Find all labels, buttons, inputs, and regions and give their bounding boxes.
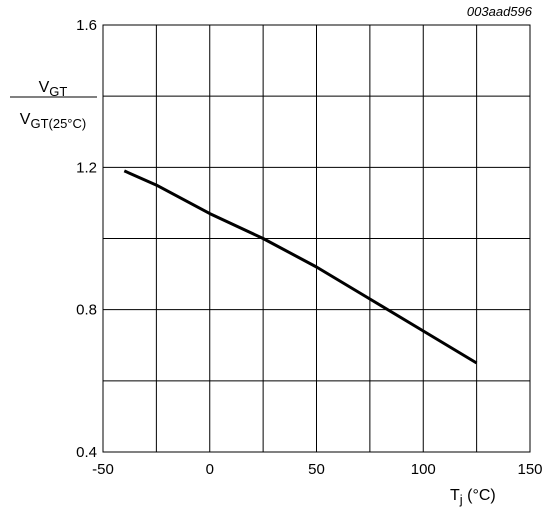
x-tick-label: 50 [308, 461, 325, 478]
svg-text:VGT(25°C): VGT(25°C) [20, 111, 86, 131]
plot-frame [102, 24, 531, 453]
y-tick-label: 1.2 [76, 159, 97, 176]
svg-text:VGT: VGT [39, 79, 68, 99]
y-tick-label: 0.8 [76, 302, 97, 319]
y-tick-label: 1.6 [76, 17, 97, 34]
series-line [123, 169, 478, 365]
series-layer [123, 169, 478, 365]
y-axis-label: VGT VGT(25°C) [10, 79, 97, 131]
x-tick-label: 100 [411, 461, 436, 478]
x-tick-label: 0 [206, 461, 214, 478]
x-tick-labels: -50 0 50 100 150 [92, 461, 542, 478]
y-tick-label: 0.4 [76, 444, 97, 461]
y-tick-labels: 0.4 0.8 1.2 1.6 [76, 17, 97, 461]
grid [103, 25, 530, 452]
x-tick-label: 150 [517, 461, 542, 478]
x-tick-label: -50 [92, 461, 114, 478]
figure-code: 003aad596 [467, 4, 533, 19]
x-axis-label: Tj (°C) [450, 487, 496, 507]
